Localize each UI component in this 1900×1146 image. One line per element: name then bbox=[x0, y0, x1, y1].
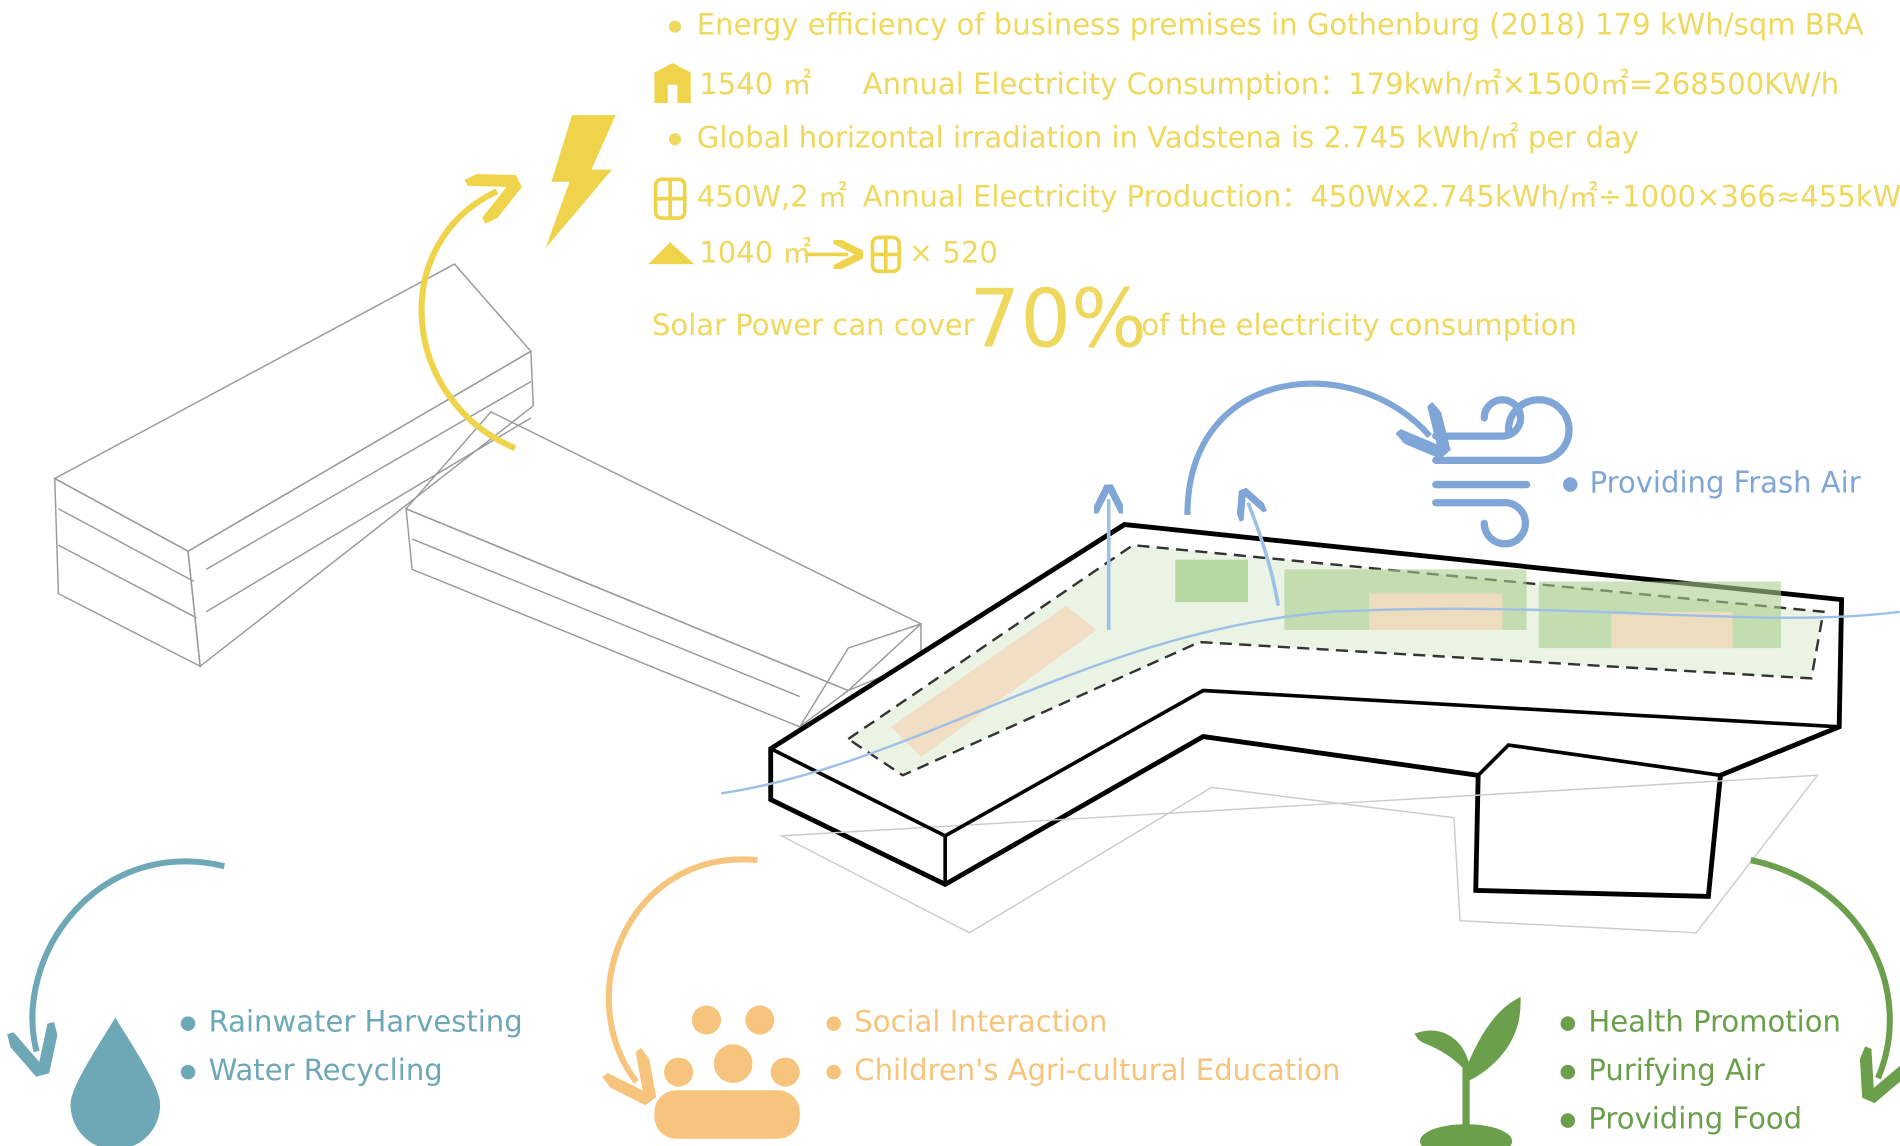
efficiency-text: Energy efficiency of business premises i… bbox=[697, 8, 1864, 42]
irradiation-text: Global horizontal irradiation in Vadsten… bbox=[697, 120, 1639, 154]
bullets bbox=[180, 20, 1578, 1128]
green-item: Purifying Air bbox=[1588, 1053, 1765, 1087]
social-item: Children's Agri-cultural Education bbox=[854, 1053, 1340, 1087]
green-item: Providing Food bbox=[1588, 1102, 1802, 1136]
old-building bbox=[53, 263, 923, 728]
green-arrow bbox=[1750, 857, 1890, 1078]
water-item: Water Recycling bbox=[209, 1053, 443, 1087]
summary-suffix: of the electricity consumption bbox=[1141, 308, 1576, 342]
roof-area-text: 1040 ㎡ bbox=[699, 235, 811, 269]
drop-icon bbox=[70, 1017, 161, 1146]
new-building bbox=[720, 499, 1900, 934]
sprout-icon bbox=[1414, 996, 1521, 1146]
social-item: Social Interaction bbox=[854, 1005, 1107, 1039]
area-text: 1540 ㎡ bbox=[699, 67, 811, 101]
wind-icon bbox=[1432, 396, 1573, 548]
water-arrow bbox=[32, 858, 226, 1051]
roof-icon bbox=[648, 242, 695, 265]
panel-text: 450W,2 ㎡ bbox=[697, 180, 847, 214]
green-item: Health Promotion bbox=[1588, 1005, 1841, 1039]
summary-prefix: Solar Power can cover bbox=[652, 308, 975, 342]
air-arrow bbox=[1184, 380, 1429, 515]
solar-arrow bbox=[418, 191, 516, 452]
social-arrow bbox=[609, 856, 758, 1081]
bolt-icon bbox=[545, 115, 616, 249]
people-icon bbox=[654, 1005, 800, 1139]
water-item: Rainwater Harvesting bbox=[209, 1005, 523, 1039]
panel-count-text: × 520 bbox=[909, 235, 998, 269]
air-label: Providing Frash Air bbox=[1590, 466, 1861, 500]
production-text: Annual Electricity Production：450Wx2.745… bbox=[863, 180, 1900, 214]
panel-icon bbox=[653, 177, 901, 274]
summary-value: 70% bbox=[969, 273, 1147, 366]
house-icon bbox=[654, 62, 691, 103]
consumption-text: Annual Electricity Consumption：179kwh/㎡×… bbox=[863, 67, 1839, 101]
